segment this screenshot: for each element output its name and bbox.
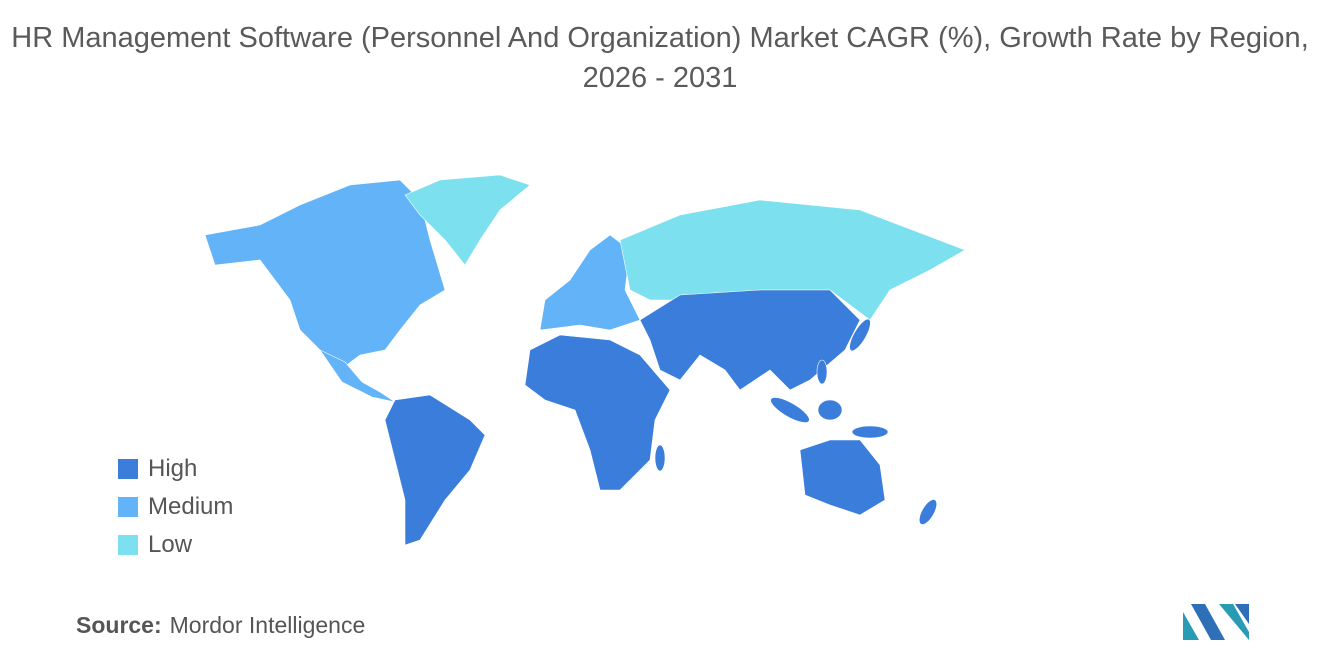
legend-label: Medium: [148, 493, 234, 520]
region: [817, 399, 843, 421]
logo: [1183, 604, 1249, 640]
region: [816, 359, 828, 385]
legend: High Medium Low: [118, 450, 233, 564]
region: [204, 179, 446, 371]
legend-item: Low: [118, 526, 233, 564]
chart-title: HR Management Software (Personnel And Or…: [11, 22, 1309, 94]
legend-item: High: [118, 450, 233, 488]
legend-item: Medium: [118, 488, 233, 526]
region: [770, 397, 810, 423]
region: [319, 349, 396, 403]
region: [524, 334, 671, 491]
region: [404, 174, 531, 266]
region: [619, 199, 966, 321]
source-label: Source:: [76, 612, 162, 638]
region: [384, 394, 486, 546]
legend-swatch: [118, 535, 138, 555]
region: [639, 289, 861, 391]
region: [849, 318, 871, 352]
region: [799, 439, 886, 516]
region: [851, 425, 889, 439]
source-text: Mordor Intelligence: [169, 612, 366, 638]
legend-swatch: [118, 459, 138, 479]
region: [654, 444, 666, 472]
legend-label: High: [148, 455, 198, 482]
source: Source: Mordor Intelligence: [76, 612, 365, 639]
legend-swatch: [118, 497, 138, 517]
region: [918, 499, 938, 525]
legend-label: Low: [148, 531, 193, 558]
